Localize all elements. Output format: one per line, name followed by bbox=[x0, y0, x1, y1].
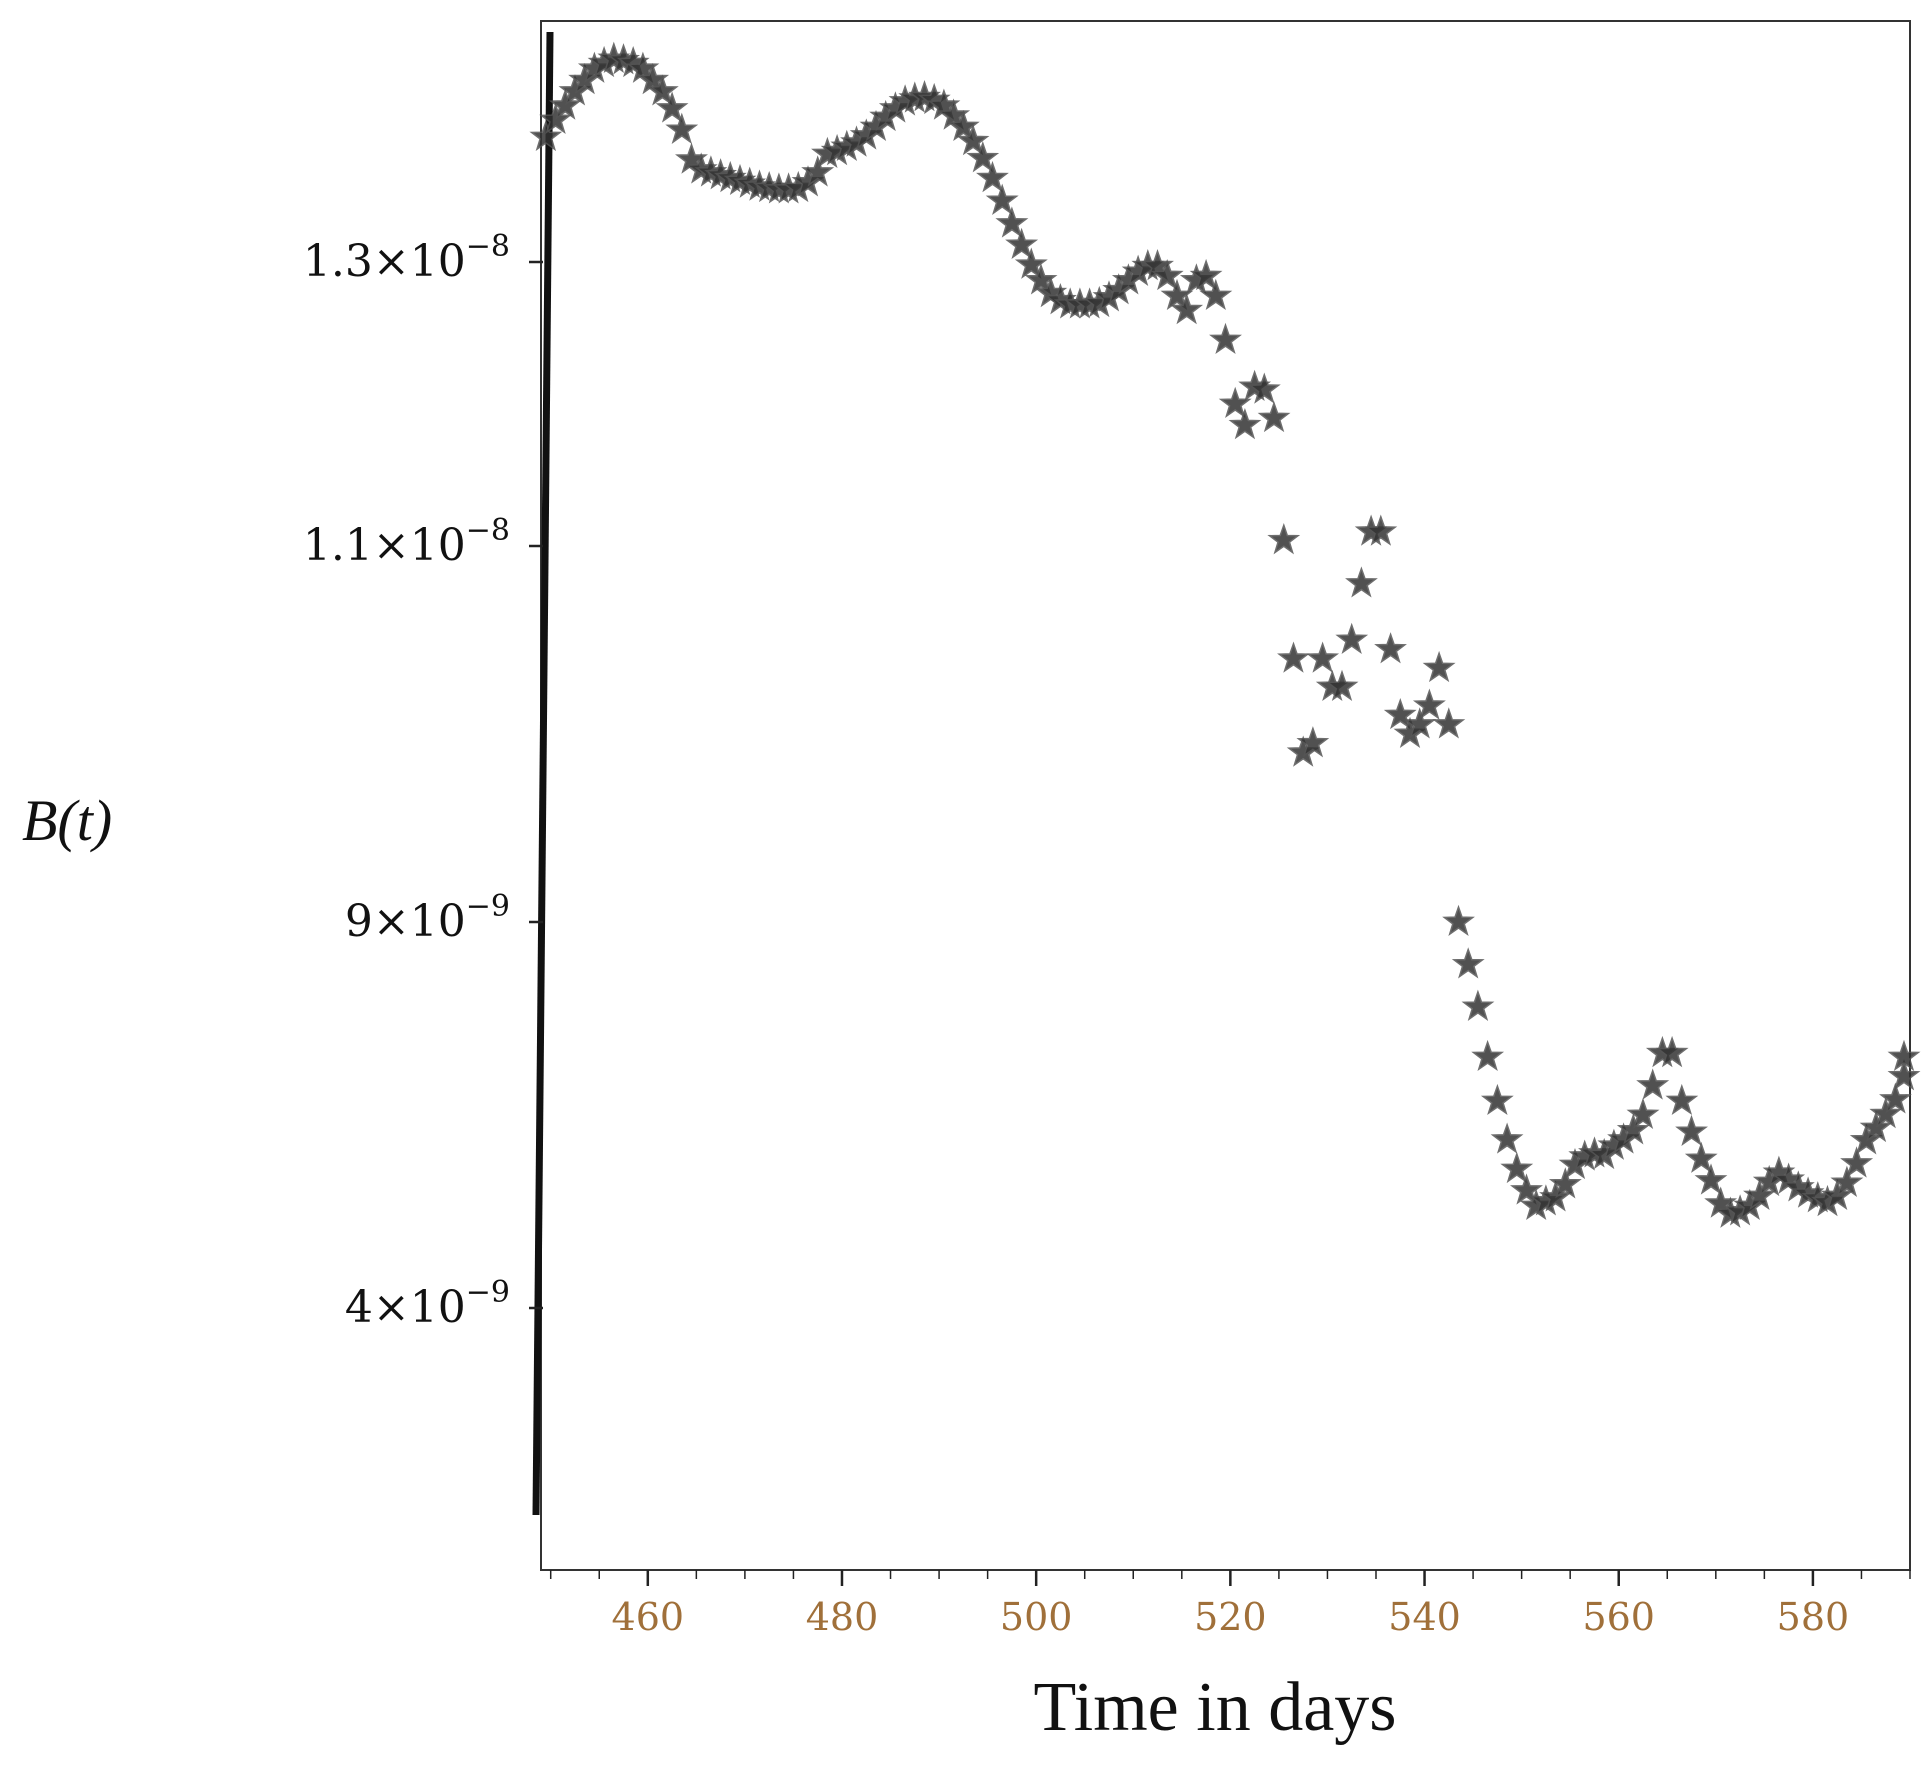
y-tick-label: 1.3×10−8 bbox=[303, 229, 510, 287]
data-point bbox=[1655, 1035, 1689, 1068]
x-tick-label: 460 bbox=[612, 1595, 685, 1639]
x-tick-label: 480 bbox=[806, 1595, 879, 1639]
data-point bbox=[1694, 1163, 1728, 1195]
data-point bbox=[1325, 669, 1359, 701]
data-point bbox=[1471, 1039, 1505, 1072]
y-tick-label: 9×10−9 bbox=[345, 889, 510, 947]
data-point bbox=[1247, 372, 1281, 404]
data-point bbox=[1432, 707, 1466, 739]
data-point bbox=[995, 206, 1029, 238]
x-axis-label: Time in days bbox=[1033, 1669, 1396, 1746]
data-point bbox=[1636, 1068, 1670, 1100]
data-point bbox=[985, 183, 1019, 215]
data-point bbox=[665, 112, 699, 144]
data-point bbox=[1490, 1122, 1524, 1154]
y-tick-label: 1.1×10−8 bbox=[303, 513, 510, 571]
data-point bbox=[1199, 278, 1233, 311]
y-axis-line bbox=[532, 31, 554, 1516]
data-point bbox=[1345, 566, 1378, 598]
data-point bbox=[1189, 258, 1223, 291]
data-point bbox=[1209, 322, 1242, 355]
data-point bbox=[1539, 1180, 1573, 1212]
plot-area-frame bbox=[540, 20, 1911, 1571]
data-point bbox=[1296, 726, 1330, 758]
y-axis-ticks: 1.3×10−8 1.1×10−8 9×10−9 4×10−9 bbox=[303, 229, 543, 1333]
data-point bbox=[1879, 1082, 1912, 1114]
data-point bbox=[1849, 1123, 1883, 1155]
data-point bbox=[1548, 1167, 1582, 1199]
data-point bbox=[1267, 523, 1301, 555]
data-point bbox=[1412, 688, 1446, 720]
x-tick-label: 500 bbox=[1000, 1595, 1073, 1639]
data-point bbox=[1840, 1146, 1874, 1178]
x-tick-label: 520 bbox=[1194, 1595, 1267, 1639]
data-point bbox=[1422, 650, 1456, 683]
x-tick-label: 540 bbox=[1388, 1595, 1461, 1639]
data-point bbox=[655, 91, 689, 123]
data-point bbox=[1626, 1097, 1660, 1129]
data-point bbox=[1306, 641, 1340, 673]
data-point bbox=[1616, 1113, 1650, 1145]
data-point bbox=[1675, 1114, 1708, 1146]
data-point bbox=[1150, 258, 1184, 291]
data-point bbox=[1383, 697, 1417, 730]
y-tick-label: 4×10−9 bbox=[345, 1275, 510, 1333]
data-point bbox=[1461, 989, 1495, 1021]
data-points bbox=[529, 41, 1921, 1228]
data-point bbox=[1024, 263, 1058, 295]
data-point bbox=[1005, 227, 1039, 259]
data-point bbox=[645, 74, 679, 106]
data-point bbox=[1451, 947, 1485, 979]
data-point bbox=[1442, 904, 1475, 936]
data-point bbox=[1480, 1083, 1514, 1116]
data-point bbox=[1887, 1059, 1921, 1091]
data-point bbox=[966, 141, 1000, 173]
x-tick-label: 560 bbox=[1582, 1595, 1655, 1639]
data-point bbox=[1403, 707, 1437, 739]
data-point bbox=[956, 124, 990, 156]
data-point bbox=[976, 160, 1009, 193]
x-axis-ticks: 460 480 500 520 540 560 580 bbox=[549, 1570, 1911, 1639]
data-point bbox=[1014, 247, 1048, 279]
data-point bbox=[1743, 1178, 1776, 1211]
data-point bbox=[1887, 1039, 1921, 1072]
data-point bbox=[1500, 1151, 1534, 1184]
data-point bbox=[1830, 1165, 1864, 1197]
data-point bbox=[1665, 1083, 1699, 1116]
data-point bbox=[529, 119, 563, 152]
data-point bbox=[1510, 1173, 1543, 1205]
x-tick-label: 580 bbox=[1777, 1595, 1850, 1639]
data-point bbox=[1277, 641, 1310, 673]
data-point bbox=[1684, 1141, 1718, 1173]
data-point bbox=[801, 155, 835, 187]
data-point bbox=[946, 109, 980, 142]
data-point bbox=[1820, 1178, 1854, 1211]
data-point bbox=[1257, 400, 1291, 433]
data-point bbox=[1364, 514, 1398, 546]
data-point bbox=[1335, 622, 1369, 654]
data-point bbox=[1374, 632, 1407, 664]
data-point bbox=[1170, 293, 1204, 325]
y-axis-label: B(t) bbox=[22, 788, 112, 853]
data-point bbox=[1228, 408, 1262, 440]
